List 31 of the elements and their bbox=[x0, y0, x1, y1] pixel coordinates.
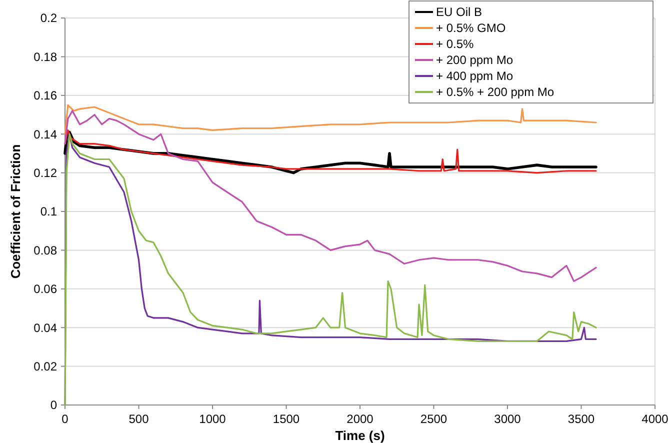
legend-label: + 200 ppm Mo bbox=[436, 53, 514, 68]
x-tick-label: 1000 bbox=[199, 412, 226, 426]
y-tick-label: 0.18 bbox=[34, 50, 58, 64]
y-tick-label: 0.2 bbox=[40, 11, 58, 26]
legend-label: + 0.5% GMO bbox=[436, 21, 506, 36]
line-series bbox=[64, 110, 597, 282]
x-tick-label: 0 bbox=[62, 412, 69, 426]
y-tick-label: 0.02 bbox=[34, 360, 58, 374]
y-tick-label: 0 bbox=[50, 398, 58, 412]
x-tick-label: 4000 bbox=[642, 412, 669, 426]
x-tick-label: 3000 bbox=[494, 412, 522, 426]
line-series bbox=[64, 133, 597, 406]
legend-label: EU Oil B bbox=[436, 5, 482, 20]
x-tick-label: 2500 bbox=[420, 412, 448, 426]
y-tick-label: 0.16 bbox=[34, 88, 58, 103]
y-tick-label: 0.08 bbox=[34, 243, 58, 258]
x-tick-label: 2000 bbox=[346, 412, 374, 426]
x-tick-label: 500 bbox=[128, 412, 150, 426]
legend-label: + 0.5% bbox=[436, 37, 474, 52]
y-tick-label: 0.1 bbox=[40, 204, 58, 219]
legend-label: + 400 ppm Mo bbox=[436, 69, 514, 84]
x-axis-title: Time (s) bbox=[335, 428, 385, 443]
line-series bbox=[64, 104, 597, 135]
y-axis-title: Coefficient of Friction bbox=[8, 144, 23, 279]
x-tick-label: 1500 bbox=[272, 412, 300, 426]
y-tick-label: 0.12 bbox=[34, 166, 58, 180]
y-tick-label: 0.14 bbox=[34, 127, 58, 142]
legend-label: + 0.5% + 200 ppm Mo bbox=[436, 85, 554, 100]
y-tick-label: 0.06 bbox=[34, 282, 58, 296]
x-tick-label: 3500 bbox=[568, 412, 595, 426]
y-tick-label: 0.04 bbox=[34, 320, 58, 335]
